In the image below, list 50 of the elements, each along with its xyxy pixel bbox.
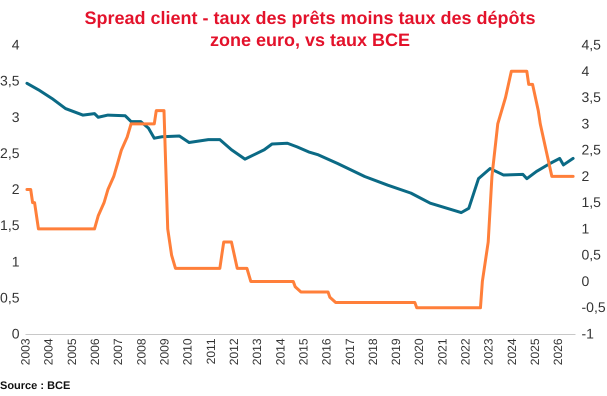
text: Spread client - taux des prêts moins taux des dépôts bbox=[84, 8, 536, 28]
y2-tick-label: 3 bbox=[582, 115, 590, 132]
x-tick-label: 2017 bbox=[342, 338, 357, 366]
x-tick-label: 2026 bbox=[551, 338, 566, 366]
x-tick-label: 2022 bbox=[458, 338, 473, 366]
x-tick-label: 2007 bbox=[111, 338, 126, 366]
x-tick-label: 2004 bbox=[42, 338, 56, 366]
x-tick-label: 2020 bbox=[412, 338, 426, 366]
y-tick-label: 0 bbox=[12, 326, 20, 342]
y-tick-label: 3 bbox=[12, 108, 20, 125]
x-tick-label: 2008 bbox=[134, 338, 148, 366]
y-tick-label: 1,5 bbox=[0, 217, 20, 234]
y2-tick-label: 1 bbox=[582, 220, 590, 236]
line-series bbox=[25, 70, 575, 310]
y2-tick-label: -1 bbox=[582, 326, 594, 342]
y-tick-label: 3,5 bbox=[0, 72, 20, 89]
y-tick-label: 4 bbox=[12, 36, 20, 52]
x-tick-label: 2019 bbox=[389, 338, 404, 366]
x-tick-label: 2011 bbox=[204, 338, 218, 364]
y-tick-label: 0,5 bbox=[0, 289, 20, 306]
x-tick-label: 2021 bbox=[435, 338, 450, 366]
y2-tick-label: 4,5 bbox=[582, 36, 602, 52]
x-tick-label: 2012 bbox=[226, 338, 241, 366]
text: zone euro, vs taux BCE bbox=[210, 30, 410, 50]
x-tick-label: 2003 bbox=[18, 338, 32, 366]
y2-tick-label: 3,5 bbox=[582, 89, 602, 106]
x-tick-label: 2023 bbox=[482, 338, 496, 366]
x-tick-label: 2016 bbox=[320, 338, 334, 366]
source-note: Source : BCE bbox=[0, 380, 70, 392]
y2-tick-label: 0 bbox=[582, 272, 590, 289]
y-tick-label: 2,5 bbox=[0, 144, 20, 161]
y2-tick-label: 4 bbox=[582, 62, 590, 79]
x-tick-label: 2013 bbox=[250, 338, 264, 366]
x-tick-label: 2018 bbox=[366, 338, 380, 366]
x-tick-label: 2006 bbox=[88, 338, 102, 366]
x-tick-label: 2009 bbox=[157, 338, 172, 366]
y-tick-label: 2 bbox=[12, 181, 20, 197]
y-tick-label: 1 bbox=[12, 253, 20, 270]
x-tick-label: 2005 bbox=[64, 338, 79, 366]
x-tick-label: 2010 bbox=[180, 338, 195, 366]
x-tick-label: 2024 bbox=[504, 338, 519, 366]
y2-tick-label: -0,5 bbox=[582, 299, 606, 316]
x-tick-label: 2014 bbox=[273, 338, 288, 366]
line-series bbox=[25, 82, 575, 214]
y2-tick-label: 2,5 bbox=[582, 142, 602, 158]
y2-tick-label: 2 bbox=[582, 168, 590, 184]
x-tick-label: 2025 bbox=[528, 338, 542, 366]
y2-tick-label: 1,5 bbox=[582, 194, 602, 210]
x-tick-label: 2015 bbox=[296, 338, 310, 366]
y2-tick-label: 0,5 bbox=[582, 246, 602, 263]
